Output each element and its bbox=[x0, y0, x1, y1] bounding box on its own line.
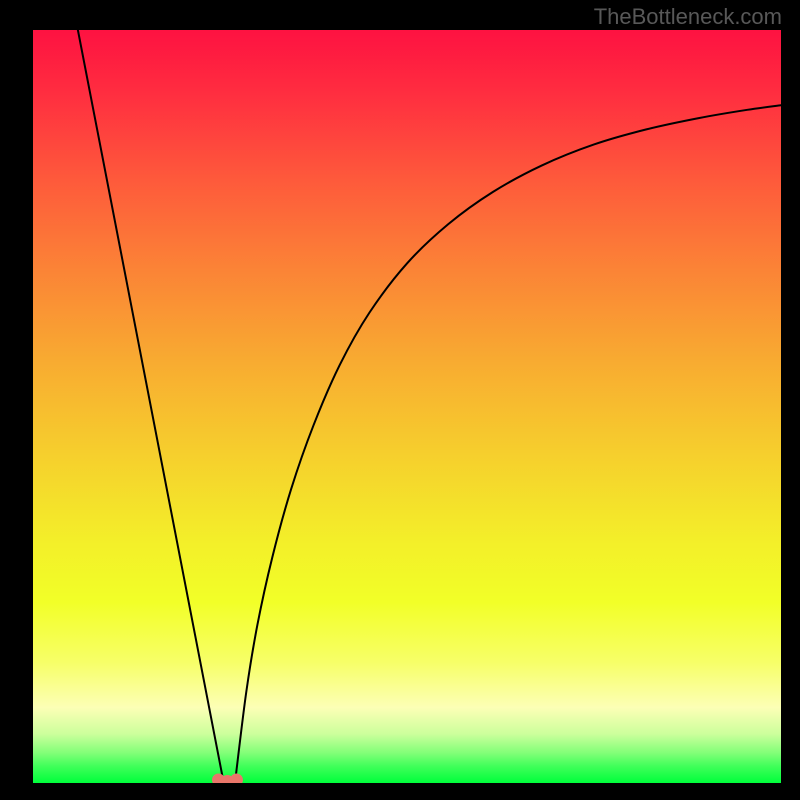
plot-area bbox=[33, 30, 781, 783]
chart-container: TheBottleneck.com bbox=[0, 0, 800, 800]
curve-layer bbox=[33, 30, 781, 783]
watermark-text: TheBottleneck.com bbox=[594, 4, 782, 30]
vertex-marker bbox=[230, 773, 243, 783]
left-line bbox=[78, 30, 224, 783]
right-curve bbox=[235, 105, 781, 783]
